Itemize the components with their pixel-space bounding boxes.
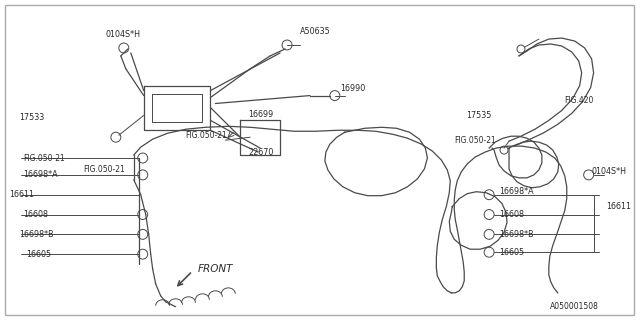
Text: 16608: 16608 <box>23 210 48 219</box>
Text: 17533: 17533 <box>19 113 45 122</box>
Text: 16611: 16611 <box>10 190 35 199</box>
Text: FIG.050-21: FIG.050-21 <box>186 131 227 140</box>
Text: 16611: 16611 <box>607 202 632 211</box>
Text: 16698*A: 16698*A <box>499 187 534 196</box>
Text: 16698*B: 16698*B <box>19 230 54 239</box>
Text: 16698*A: 16698*A <box>23 170 58 180</box>
Text: 17535: 17535 <box>466 111 492 120</box>
Text: 16608: 16608 <box>499 210 524 219</box>
Text: 16698*B: 16698*B <box>499 230 534 239</box>
Text: FIG.420: FIG.420 <box>564 96 593 105</box>
Text: FIG.050-21: FIG.050-21 <box>23 154 65 163</box>
Text: 22670: 22670 <box>248 148 274 156</box>
Text: 0104S*H: 0104S*H <box>106 30 141 39</box>
Text: FIG.050-21: FIG.050-21 <box>454 136 496 145</box>
Text: 16699: 16699 <box>248 110 273 119</box>
Text: A50635: A50635 <box>300 27 331 36</box>
Text: 16990: 16990 <box>340 84 365 93</box>
Text: FIG.050-21: FIG.050-21 <box>83 165 125 174</box>
Text: A050001508: A050001508 <box>550 302 598 311</box>
Text: 16605: 16605 <box>26 250 51 259</box>
Text: 16605: 16605 <box>499 248 524 257</box>
Text: 0104S*H: 0104S*H <box>591 167 627 176</box>
Text: FRONT: FRONT <box>198 264 233 274</box>
